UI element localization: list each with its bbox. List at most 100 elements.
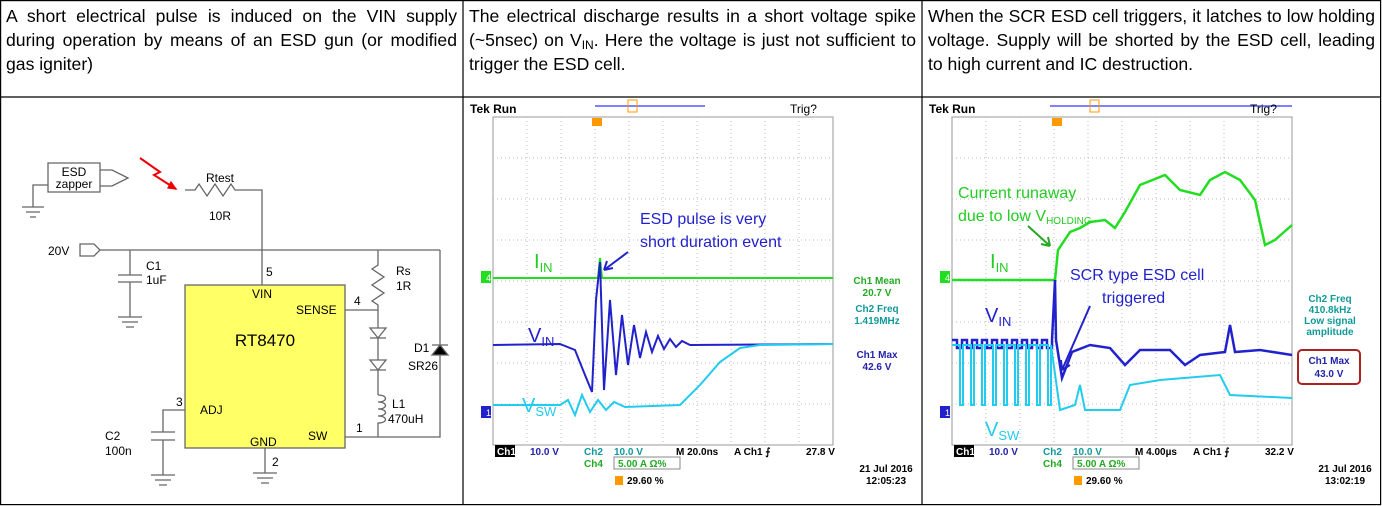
- label: 1uF: [146, 273, 167, 287]
- marker: [1074, 476, 1082, 485]
- leds: [368, 320, 388, 395]
- timebase: M 4.00µs: [1135, 447, 1177, 458]
- spark-head: [167, 180, 178, 190]
- time: 13:02:19: [1325, 476, 1365, 487]
- subscript: HOLDING: [1046, 216, 1092, 227]
- c1: [118, 250, 142, 328]
- annotation: triggered: [1102, 290, 1165, 307]
- ic-label: RT8470: [235, 331, 295, 350]
- scale: 10.0 V: [614, 447, 643, 458]
- marker: [940, 271, 950, 283]
- position: 29.60 %: [627, 476, 664, 487]
- trigger-pos: [627, 99, 638, 113]
- status: Tek Run: [470, 102, 516, 116]
- esd-box: [47, 162, 101, 193]
- trigger-level: 27.8 V: [806, 447, 835, 458]
- trace: [492, 261, 834, 393]
- measurement: 42.6 V: [863, 362, 892, 373]
- label: V: [985, 419, 999, 441]
- text: The electrical discharge results in a sh…: [469, 6, 916, 50]
- measurement: 410.8kHz: [1309, 305, 1352, 316]
- arrow: [1027, 225, 1051, 247]
- ch-box: [954, 445, 974, 457]
- measurement: Ch1 Mean: [853, 276, 900, 287]
- subscript: IN: [996, 260, 1009, 275]
- shape: Tek Run Trig? 4 1 Current runaway due to…: [929, 102, 1372, 487]
- label: L1: [392, 397, 406, 411]
- measurement: 20.7 V: [863, 288, 892, 299]
- subscript: IN: [541, 334, 554, 349]
- status: Tek Run: [929, 102, 975, 116]
- trigger-status: Trig?: [1250, 102, 1277, 116]
- supply-wire: [79, 243, 440, 257]
- measurement: 1.419MHz: [854, 316, 900, 327]
- ic: [184, 284, 346, 449]
- measurement: Ch2 Freq: [1308, 294, 1351, 305]
- date: 21 Jul 2016: [1318, 464, 1372, 475]
- spark: [139, 157, 177, 190]
- subscript: IN: [998, 314, 1011, 329]
- ch-box: [495, 445, 515, 457]
- label: C2: [105, 429, 121, 443]
- label: SW: [308, 429, 328, 443]
- channel: Ch2: [1043, 447, 1062, 458]
- timebase: M 20.0ns: [676, 447, 719, 458]
- channel: Ch4: [584, 459, 603, 470]
- annotation: SCR type ESD cell: [1070, 267, 1204, 284]
- shape: [493, 117, 833, 445]
- label: zapper: [56, 177, 93, 191]
- trace: [952, 344, 1293, 412]
- trigger: A Ch1 ⨍: [1193, 447, 1230, 458]
- label: I: [990, 251, 996, 273]
- marker: [481, 271, 491, 283]
- scale: 5.00 A Ω%: [618, 459, 667, 470]
- measurement: amplitude: [1306, 327, 1354, 338]
- label: V: [985, 305, 999, 327]
- label: 1R: [396, 279, 412, 293]
- measurement: Ch1 Max: [856, 350, 898, 361]
- channel: Ch1: [956, 447, 975, 458]
- cell-text: When the SCR ESD cell triggers, it latch…: [922, 0, 1381, 97]
- scope-screen: [481, 99, 834, 485]
- ground: [253, 448, 277, 484]
- label: D1: [414, 341, 430, 355]
- label: V: [522, 395, 536, 417]
- trigger: A Ch1 ⨍: [734, 447, 771, 458]
- time: 12:05:23: [866, 476, 906, 487]
- label: 2: [272, 455, 279, 469]
- label: 1: [356, 421, 363, 435]
- highlight-box: [1297, 349, 1361, 385]
- marker: [1052, 118, 1062, 126]
- position: 29.60 %: [1086, 476, 1123, 487]
- cell-text: The electrical discharge results in a sh…: [463, 0, 922, 97]
- marker: [940, 406, 950, 418]
- subscript: SW: [998, 428, 1020, 443]
- trace-label: VIN: [528, 325, 554, 349]
- trace: [952, 170, 1293, 282]
- marker: [592, 118, 602, 126]
- trigger-level: 32.2 V: [1265, 447, 1294, 458]
- text: A short electrical pulse is induced on t…: [6, 6, 457, 74]
- label: Rs: [396, 264, 411, 278]
- trace-label: IIN: [990, 251, 1009, 275]
- trace-label: VSW: [522, 395, 557, 419]
- label: 100n: [105, 444, 132, 458]
- label: SENSE: [296, 303, 337, 317]
- annotation: Current runaway: [958, 185, 1076, 202]
- ch-box: [613, 456, 681, 470]
- text: . Here the voltage is just not sufficien…: [469, 30, 916, 74]
- trace-label: VSW: [985, 419, 1020, 443]
- subscript: IN: [540, 260, 553, 275]
- trace: [952, 279, 1293, 383]
- marker: [481, 406, 491, 418]
- channel: Ch4: [1043, 459, 1062, 470]
- label: SR26: [408, 359, 438, 373]
- ch-box: [1072, 456, 1140, 470]
- scope-screen: [940, 99, 1361, 485]
- schematic: [22, 157, 450, 486]
- shape: [493, 117, 833, 445]
